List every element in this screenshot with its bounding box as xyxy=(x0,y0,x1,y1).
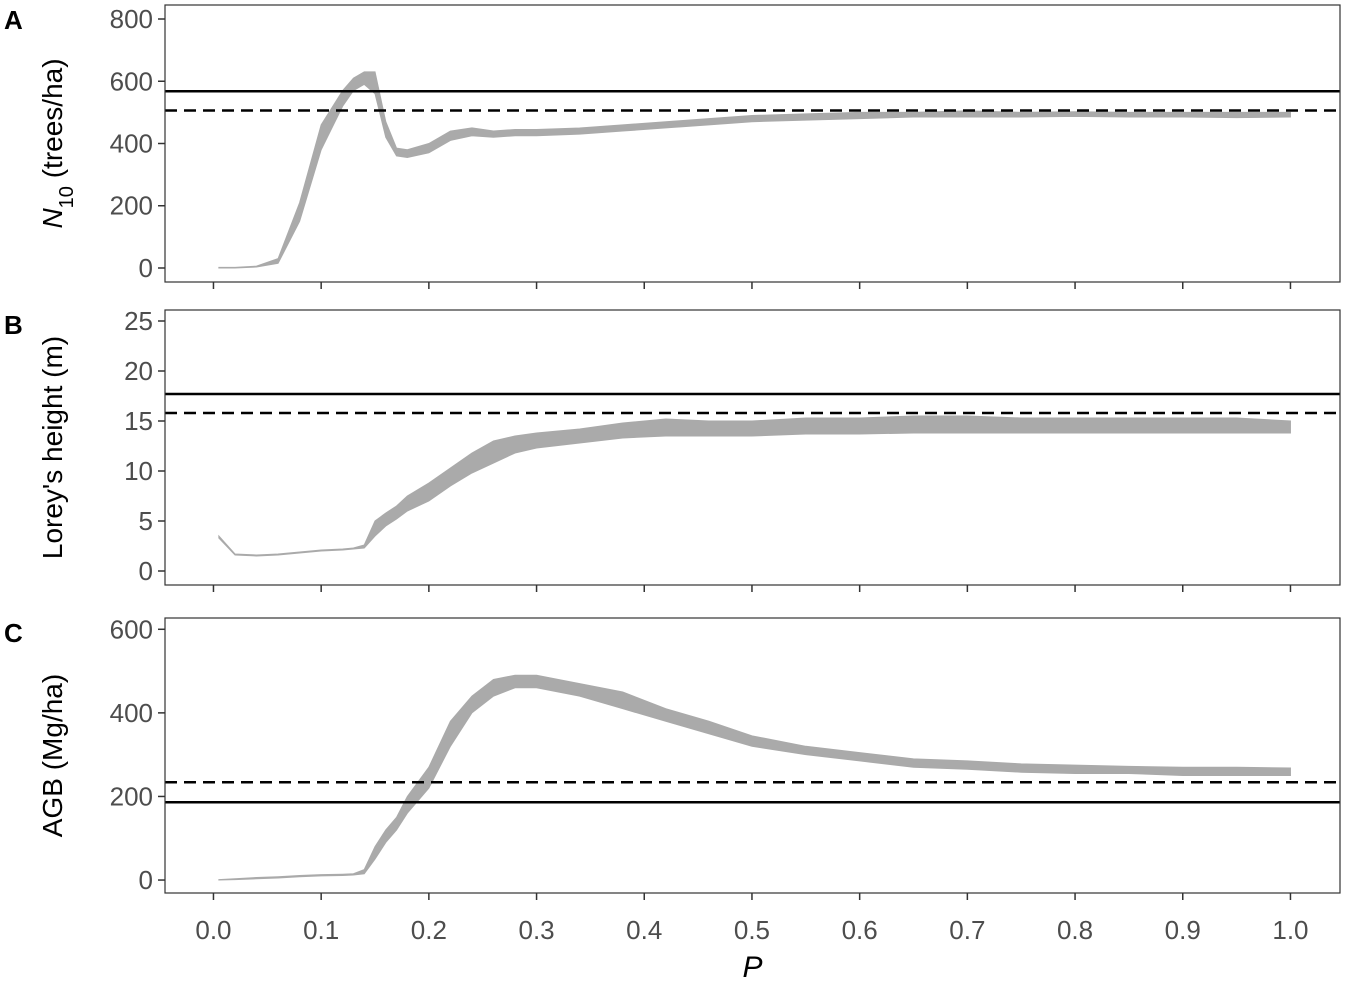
panel-label: A xyxy=(4,5,23,35)
band-area xyxy=(218,415,1291,557)
panel-border xyxy=(164,4,1341,283)
y-tick-label: 0 xyxy=(139,865,153,895)
x-tick-label: 0.2 xyxy=(411,915,447,945)
panel-border xyxy=(164,617,1341,894)
y-tick-label: 400 xyxy=(110,698,153,728)
band-area xyxy=(218,71,1291,269)
x-tick-label: 0.1 xyxy=(303,915,339,945)
y-axis-label: Lorey's height (m) xyxy=(37,336,68,559)
y-axis-label: N10 (trees/ha) xyxy=(37,58,78,228)
x-tick-label: 0.5 xyxy=(734,915,770,945)
y-tick-label: 0 xyxy=(139,253,153,283)
x-tick-label: 0.4 xyxy=(626,915,662,945)
y-axis-label-part: N xyxy=(37,208,68,229)
x-tick-label: 0.3 xyxy=(518,915,554,945)
x-tick-label: 0.6 xyxy=(842,915,878,945)
y-tick-label: 0 xyxy=(139,556,153,586)
y-axis-label-part: AGB (Mg/ha) xyxy=(37,674,68,837)
y-tick-label: 400 xyxy=(110,129,153,159)
y-tick-label: 5 xyxy=(139,506,153,536)
y-tick-label: 200 xyxy=(110,191,153,221)
x-tick-label: 0.9 xyxy=(1165,915,1201,945)
y-tick-label: 10 xyxy=(124,456,153,486)
y-tick-label: 25 xyxy=(124,306,153,336)
y-axis-label: AGB (Mg/ha) xyxy=(37,674,68,837)
y-tick-label: 800 xyxy=(110,4,153,34)
x-tick-label: 1.0 xyxy=(1272,915,1308,945)
panel-label: C xyxy=(4,618,23,648)
y-axis-label-part: (trees/ha) xyxy=(37,58,68,186)
y-tick-label: 600 xyxy=(110,614,153,644)
y-tick-label: 15 xyxy=(124,406,153,436)
y-tick-label: 200 xyxy=(110,781,153,811)
y-axis-label-part: 10 xyxy=(56,186,78,208)
y-tick-label: 600 xyxy=(110,66,153,96)
x-tick-label: 0.7 xyxy=(949,915,985,945)
band-area xyxy=(218,674,1291,881)
x-tick-label: 0.0 xyxy=(195,915,231,945)
x-axis-label: P xyxy=(742,951,762,984)
x-tick-label: 0.8 xyxy=(1057,915,1093,945)
panel-label: B xyxy=(4,310,23,340)
panel-border xyxy=(164,309,1341,586)
y-axis-label-part: Lorey's height (m) xyxy=(37,336,68,559)
y-tick-label: 20 xyxy=(124,356,153,386)
